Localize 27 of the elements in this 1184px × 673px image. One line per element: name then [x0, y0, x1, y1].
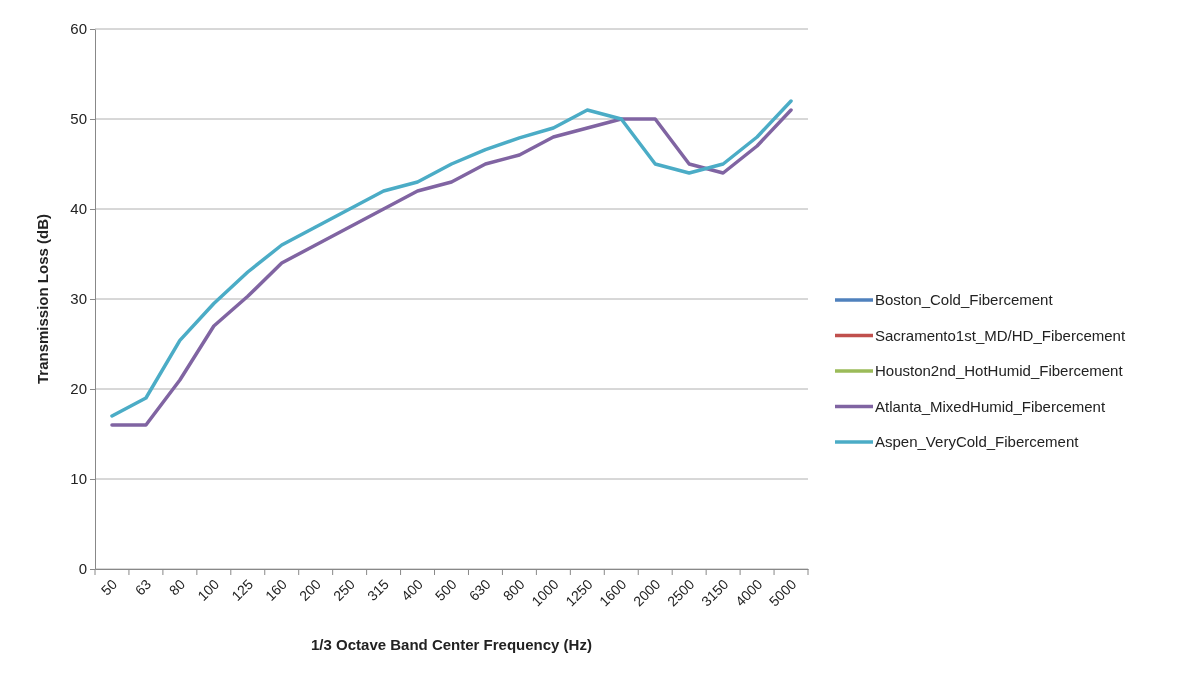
- y-tick-label: 40: [70, 200, 87, 218]
- x-tick-label: 250: [330, 575, 359, 604]
- y-tick-label: 50: [70, 110, 87, 128]
- x-tick-label: 630: [465, 575, 494, 604]
- y-tick-label: 10: [70, 470, 87, 488]
- x-tick-label: 50: [97, 575, 121, 599]
- y-tick-label: 0: [78, 560, 87, 578]
- legend-label: Boston_Cold_Fibercement: [875, 291, 1054, 308]
- x-tick-label: 63: [131, 575, 155, 599]
- legend-label: Houston2nd_HotHumid_Fibercement: [875, 362, 1124, 379]
- x-tick-label: 100: [194, 575, 223, 604]
- x-tick-label: 500: [431, 575, 460, 604]
- y-axis-title: Transmission Loss (dB): [34, 213, 51, 385]
- x-tick-label: 200: [296, 575, 325, 604]
- x-tick-label: 80: [165, 575, 189, 599]
- legend-label: Atlanta_MixedHumid_Fibercement: [875, 397, 1106, 415]
- y-tick-label: 30: [70, 290, 87, 308]
- x-axis-title: 1/3 Octave Band Center Frequency (Hz): [311, 636, 592, 653]
- x-tick-label: 125: [228, 575, 257, 604]
- legend-label: Sacramento1st_MD/HD_Fibercement: [875, 326, 1126, 344]
- y-tick-label: 60: [70, 20, 87, 38]
- y-tick-label: 20: [70, 380, 87, 398]
- x-tick-label: 315: [364, 575, 392, 604]
- legend-label: Aspen_VeryCold_Fibercement: [875, 433, 1080, 450]
- x-tick-label: 800: [499, 575, 528, 604]
- x-tick-label: 400: [397, 575, 426, 604]
- x-tick-label: 160: [262, 575, 291, 604]
